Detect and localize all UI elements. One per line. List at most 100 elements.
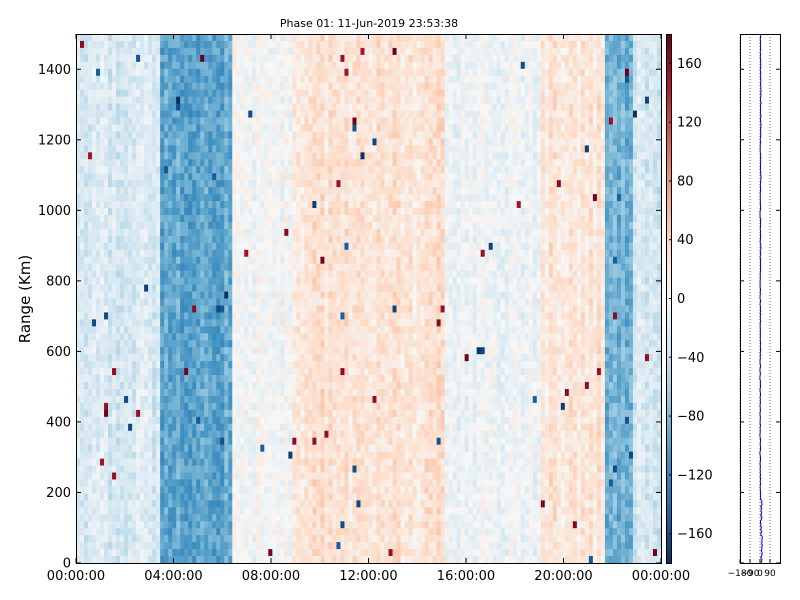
heatmap-cell — [316, 54, 322, 63]
heatmap-cell — [196, 82, 201, 91]
heatmap-cell — [276, 382, 281, 390]
heatmap-cell — [300, 61, 305, 70]
heatmap-cell — [124, 535, 129, 543]
heatmap-cell — [284, 368, 289, 376]
heatmap-cell — [140, 472, 145, 481]
heatmap-cell — [328, 354, 334, 362]
heatmap-cells — [76, 34, 662, 564]
heatmap-cell — [128, 375, 133, 383]
heatmap-cell — [312, 368, 318, 376]
heatmap-cell — [260, 340, 265, 348]
heatmap-cell — [328, 187, 334, 195]
heatmap-cell — [208, 242, 213, 251]
heatmap-cell — [128, 305, 133, 314]
heatmap-cell — [320, 173, 326, 181]
heatmap-cell — [96, 47, 101, 56]
heatmap-cell — [152, 549, 157, 557]
heatmap-cell — [132, 68, 137, 77]
heatmap-cell — [152, 319, 157, 327]
heatmap-cell — [316, 82, 322, 91]
heatmap-cell — [316, 472, 322, 481]
heatmap-cell — [84, 368, 89, 376]
heatmap-cell — [96, 89, 101, 98]
heatmap-cell — [312, 535, 318, 543]
heatmap-cell — [148, 110, 153, 119]
heatmap-cell — [136, 319, 141, 327]
heatmap-cell — [80, 423, 85, 432]
heatmap-cell — [256, 361, 261, 369]
heatmap-cell — [232, 75, 237, 84]
heatmap-cell — [116, 221, 121, 230]
heatmap-cell — [176, 521, 181, 529]
heatmap-cell — [76, 535, 81, 543]
heatmap-cell — [228, 333, 233, 341]
heatmap-cell — [80, 444, 85, 453]
heatmap-cell — [120, 556, 125, 564]
heatmap-cell — [216, 263, 221, 272]
heatmap-cell — [224, 187, 229, 195]
heatmap-cell — [272, 444, 277, 453]
heatmap-cell — [120, 542, 125, 550]
heatmap-cell — [80, 465, 85, 474]
heatmap-cell — [200, 437, 205, 446]
heatmap-cell — [192, 354, 197, 362]
heatmap-cell — [160, 305, 165, 314]
heatmap-cell — [264, 458, 269, 467]
heatmap-cell — [192, 388, 197, 397]
heatmap-cell — [76, 549, 81, 557]
heatmap-cell — [192, 221, 197, 230]
heatmap-cell — [140, 61, 145, 70]
heatmap-cell — [156, 235, 161, 244]
heatmap-cell — [204, 451, 209, 460]
heatmap-cell — [292, 361, 297, 369]
heatmap-cell — [216, 521, 221, 529]
heatmap-cell — [296, 75, 301, 84]
heatmap-cell — [116, 465, 121, 474]
heatmap-cell — [100, 131, 105, 140]
heatmap-cell — [196, 521, 201, 529]
heatmap-cell — [268, 521, 273, 529]
heatmap-cell — [320, 549, 326, 557]
heatmap-cell — [332, 486, 338, 494]
heatmap-cell — [248, 479, 253, 488]
heatmap-cell — [80, 138, 85, 146]
heatmap-cell — [280, 277, 285, 286]
heatmap-cell — [96, 535, 101, 543]
heatmap-cell — [328, 319, 334, 327]
heatmap-cell — [120, 451, 125, 460]
heatmap-cell — [88, 451, 93, 460]
heatmap-cell — [88, 228, 93, 237]
heatmap-cell — [124, 542, 129, 550]
heatmap-cell — [144, 542, 149, 550]
heatmap-cell — [280, 263, 285, 272]
heatmap-cell — [236, 221, 241, 230]
heatmap-cell — [88, 214, 93, 223]
heatmap-cell — [180, 528, 185, 536]
heatmap-cell — [228, 388, 233, 397]
heatmap-cell — [156, 326, 161, 334]
heatmap-cell — [88, 194, 93, 202]
heatmap-cell — [184, 82, 189, 91]
heatmap-cell — [176, 333, 181, 341]
heatmap-cell — [88, 361, 93, 369]
heatmap-cell — [152, 479, 157, 488]
heatmap-cell — [152, 159, 157, 167]
heatmap-cell — [252, 312, 257, 320]
heatmap-cell — [96, 312, 101, 320]
heatmap-cell — [88, 284, 93, 293]
heatmap-cell — [132, 395, 137, 404]
heatmap-cell — [200, 173, 205, 181]
heatmap-cell — [136, 444, 141, 453]
heatmap-cell — [172, 249, 177, 258]
heatmap-cell — [320, 270, 326, 279]
heatmap-cell — [304, 263, 309, 272]
heatmap-cell — [176, 549, 181, 557]
heatmap-cell — [132, 326, 137, 334]
heatmap-cell — [304, 124, 309, 133]
heatmap-cell — [244, 284, 249, 293]
heatmap-cell — [324, 375, 330, 383]
heatmap-cell — [272, 242, 277, 251]
heatmap-cell — [248, 340, 253, 348]
heatmap-cell — [240, 214, 245, 223]
heatmap-cell — [112, 89, 117, 98]
